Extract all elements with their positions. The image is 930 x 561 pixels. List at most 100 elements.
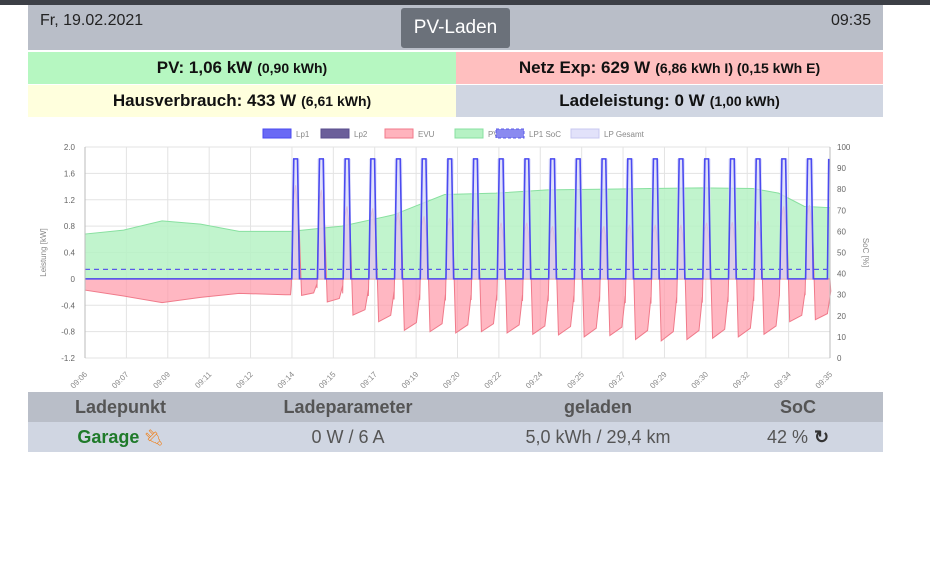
x-tick-label: 09:25: [565, 369, 586, 390]
mode-button[interactable]: PV-Laden: [401, 8, 510, 48]
chargepoint-cell: Garage 🔌︎: [28, 427, 213, 448]
y2-tick-label: 0: [837, 354, 842, 363]
grid-summary: Netz Exp: 629 W (6,86 kWh I) (0,15 kWh E…: [456, 52, 883, 84]
y2-tick-label: 30: [837, 291, 846, 300]
y2-tick-label: 20: [837, 312, 846, 321]
x-tick-label: 09:20: [441, 369, 462, 390]
charge-summary: Ladeleistung: 0 W (1,00 kWh): [456, 85, 883, 117]
grid-energy: (6,86 kWh I) (0,15 kWh E): [655, 60, 821, 76]
y-tick-label: -0.4: [61, 301, 75, 310]
lp-gesamt-pulse: [779, 158, 788, 279]
legend-swatch[interactable]: [384, 128, 414, 139]
lp-gesamt-pulse: [702, 158, 711, 279]
y2-tick-label: 90: [837, 164, 846, 173]
legend-label[interactable]: Lp1: [296, 130, 310, 139]
house-value: Hausverbrauch: 433 W: [112, 91, 297, 110]
lp-gesamt-pulse: [805, 158, 814, 279]
header-time: 09:35: [830, 12, 871, 29]
col-header-ladeparameter: Ladeparameter: [283, 396, 413, 417]
chart-areas: [84, 158, 832, 342]
refresh-icon[interactable]: ↻: [813, 426, 830, 447]
lp-gesamt-pulse: [754, 158, 762, 279]
x-tick-label: 09:07: [110, 369, 131, 390]
y2-tick-label: 100: [837, 143, 851, 152]
pv-summary: PV: 1,06 kW (0,90 kWh): [28, 52, 456, 84]
y-tick-label: 1.6: [64, 169, 76, 178]
pv-value: PV: 1,06 kW: [156, 58, 253, 77]
x-tick-label: 09:15: [317, 369, 338, 390]
x-tick-label: 09:17: [358, 369, 379, 390]
pv-area: [84, 187, 831, 280]
lp-gesamt-pulse: [445, 158, 454, 279]
legend-label[interactable]: Lp2: [354, 130, 368, 139]
legend-swatch[interactable]: [495, 128, 525, 139]
x-tick-label: 09:09: [151, 369, 172, 390]
y2-tick-label: 80: [837, 185, 846, 194]
y2-tick-label: 40: [837, 270, 846, 279]
house-energy: (6,61 kWh): [301, 93, 372, 109]
house-summary: Hausverbrauch: 433 W (6,61 kWh): [28, 85, 456, 117]
lp-gesamt-pulse: [471, 158, 480, 279]
chargepoint-name[interactable]: Garage: [77, 426, 140, 447]
x-tick-label: 09:27: [607, 369, 628, 390]
charge-energy: (1,00 kWh): [709, 93, 780, 109]
col-header-soc: SoC: [780, 396, 816, 417]
legend-label[interactable]: LP Gesamt: [604, 130, 645, 139]
x-tick-label: 09:32: [731, 369, 752, 390]
lp-gesamt-pulse: [651, 158, 660, 279]
charge-value: Ladeleistung: 0 W: [559, 91, 705, 110]
x-tick-label: 09:11: [193, 369, 213, 389]
legend-label[interactable]: LP1 SoC: [529, 130, 561, 139]
y-tick-label: 2.0: [64, 143, 76, 152]
y-tick-label: 0.4: [64, 249, 76, 258]
y-tick-label: 1.2: [64, 196, 76, 205]
x-tick-label: 09:34: [772, 369, 793, 390]
y-tick-label: -1.2: [61, 354, 75, 363]
chargepoint-row: Garage 🔌︎ 0 W / 6 A 5,0 kWh / 29,4 km 42 …: [28, 422, 883, 452]
x-tick-label: 09:14: [276, 369, 297, 390]
col-header-geladen: geladen: [563, 396, 633, 417]
legend-swatch[interactable]: [320, 128, 350, 139]
lp-gesamt-pulse: [728, 158, 737, 279]
y-axis-title: Leistung [kW]: [39, 228, 48, 276]
lp-gesamt-pulse: [625, 158, 634, 279]
lp-gesamt-pulse: [343, 158, 351, 279]
x-tick-label: 09:35: [814, 369, 835, 390]
x-tick-label: 09:12: [234, 369, 255, 390]
grid-value: Netz Exp: 629 W: [518, 58, 651, 77]
legend-swatch[interactable]: [262, 128, 292, 139]
legend-swatch[interactable]: [454, 128, 484, 139]
col-header-ladepunkt: Ladepunkt: [74, 396, 166, 417]
lp-gesamt-pulse: [420, 158, 428, 279]
lp-gesamt-pulse: [497, 158, 506, 279]
x-tick-label: 09:22: [483, 369, 504, 390]
chargepoint-soc-cell: 42 % ↻: [713, 427, 883, 448]
lp-gesamt-pulse: [548, 158, 557, 279]
lp-gesamt-pulse: [368, 158, 377, 279]
x-tick-label: 09:30: [690, 369, 711, 390]
lp1-line: [85, 158, 830, 280]
legend-label[interactable]: EVU: [418, 130, 435, 139]
y-tick-label: 0.8: [64, 222, 76, 231]
chart-legend[interactable]: Lp1 Lp2 EVU PV LP1 SoC LP Gesamt: [262, 128, 645, 139]
y2-tick-label: 70: [837, 206, 846, 215]
chargepoint-charged: 5,0 kWh / 29,4 km: [525, 426, 671, 447]
lp-gesamt-pulse: [394, 158, 403, 279]
chargepoint-params: 0 W / 6 A: [311, 426, 385, 447]
legend-label[interactable]: PV: [488, 130, 499, 139]
y2-tick-label: 10: [837, 333, 846, 342]
legend-swatch[interactable]: [570, 128, 600, 139]
window-top-strip: [0, 0, 930, 5]
lp-gesamt-pulse: [600, 158, 608, 279]
plug-icon: 🔌︎: [143, 429, 164, 447]
x-tick-label: 09:19: [400, 369, 421, 390]
power-chart: 2.01.61.20.80.40-0.4-0.8-1.2100908070605…: [39, 128, 870, 390]
chargepoint-soc: 42 %: [766, 426, 808, 447]
chart-lines: [85, 158, 830, 280]
header-bar: Fr, 19.02.2021 PV-Laden 09:35: [28, 5, 883, 50]
y-tick-label: -0.8: [61, 328, 75, 337]
chargepoint-table-header: Ladepunkt Ladeparameter geladen SoC: [28, 392, 883, 422]
y2-tick-label: 50: [837, 249, 846, 258]
y-tick-label: 0: [71, 275, 76, 284]
y2-axis-title: SoC [%]: [861, 238, 870, 267]
